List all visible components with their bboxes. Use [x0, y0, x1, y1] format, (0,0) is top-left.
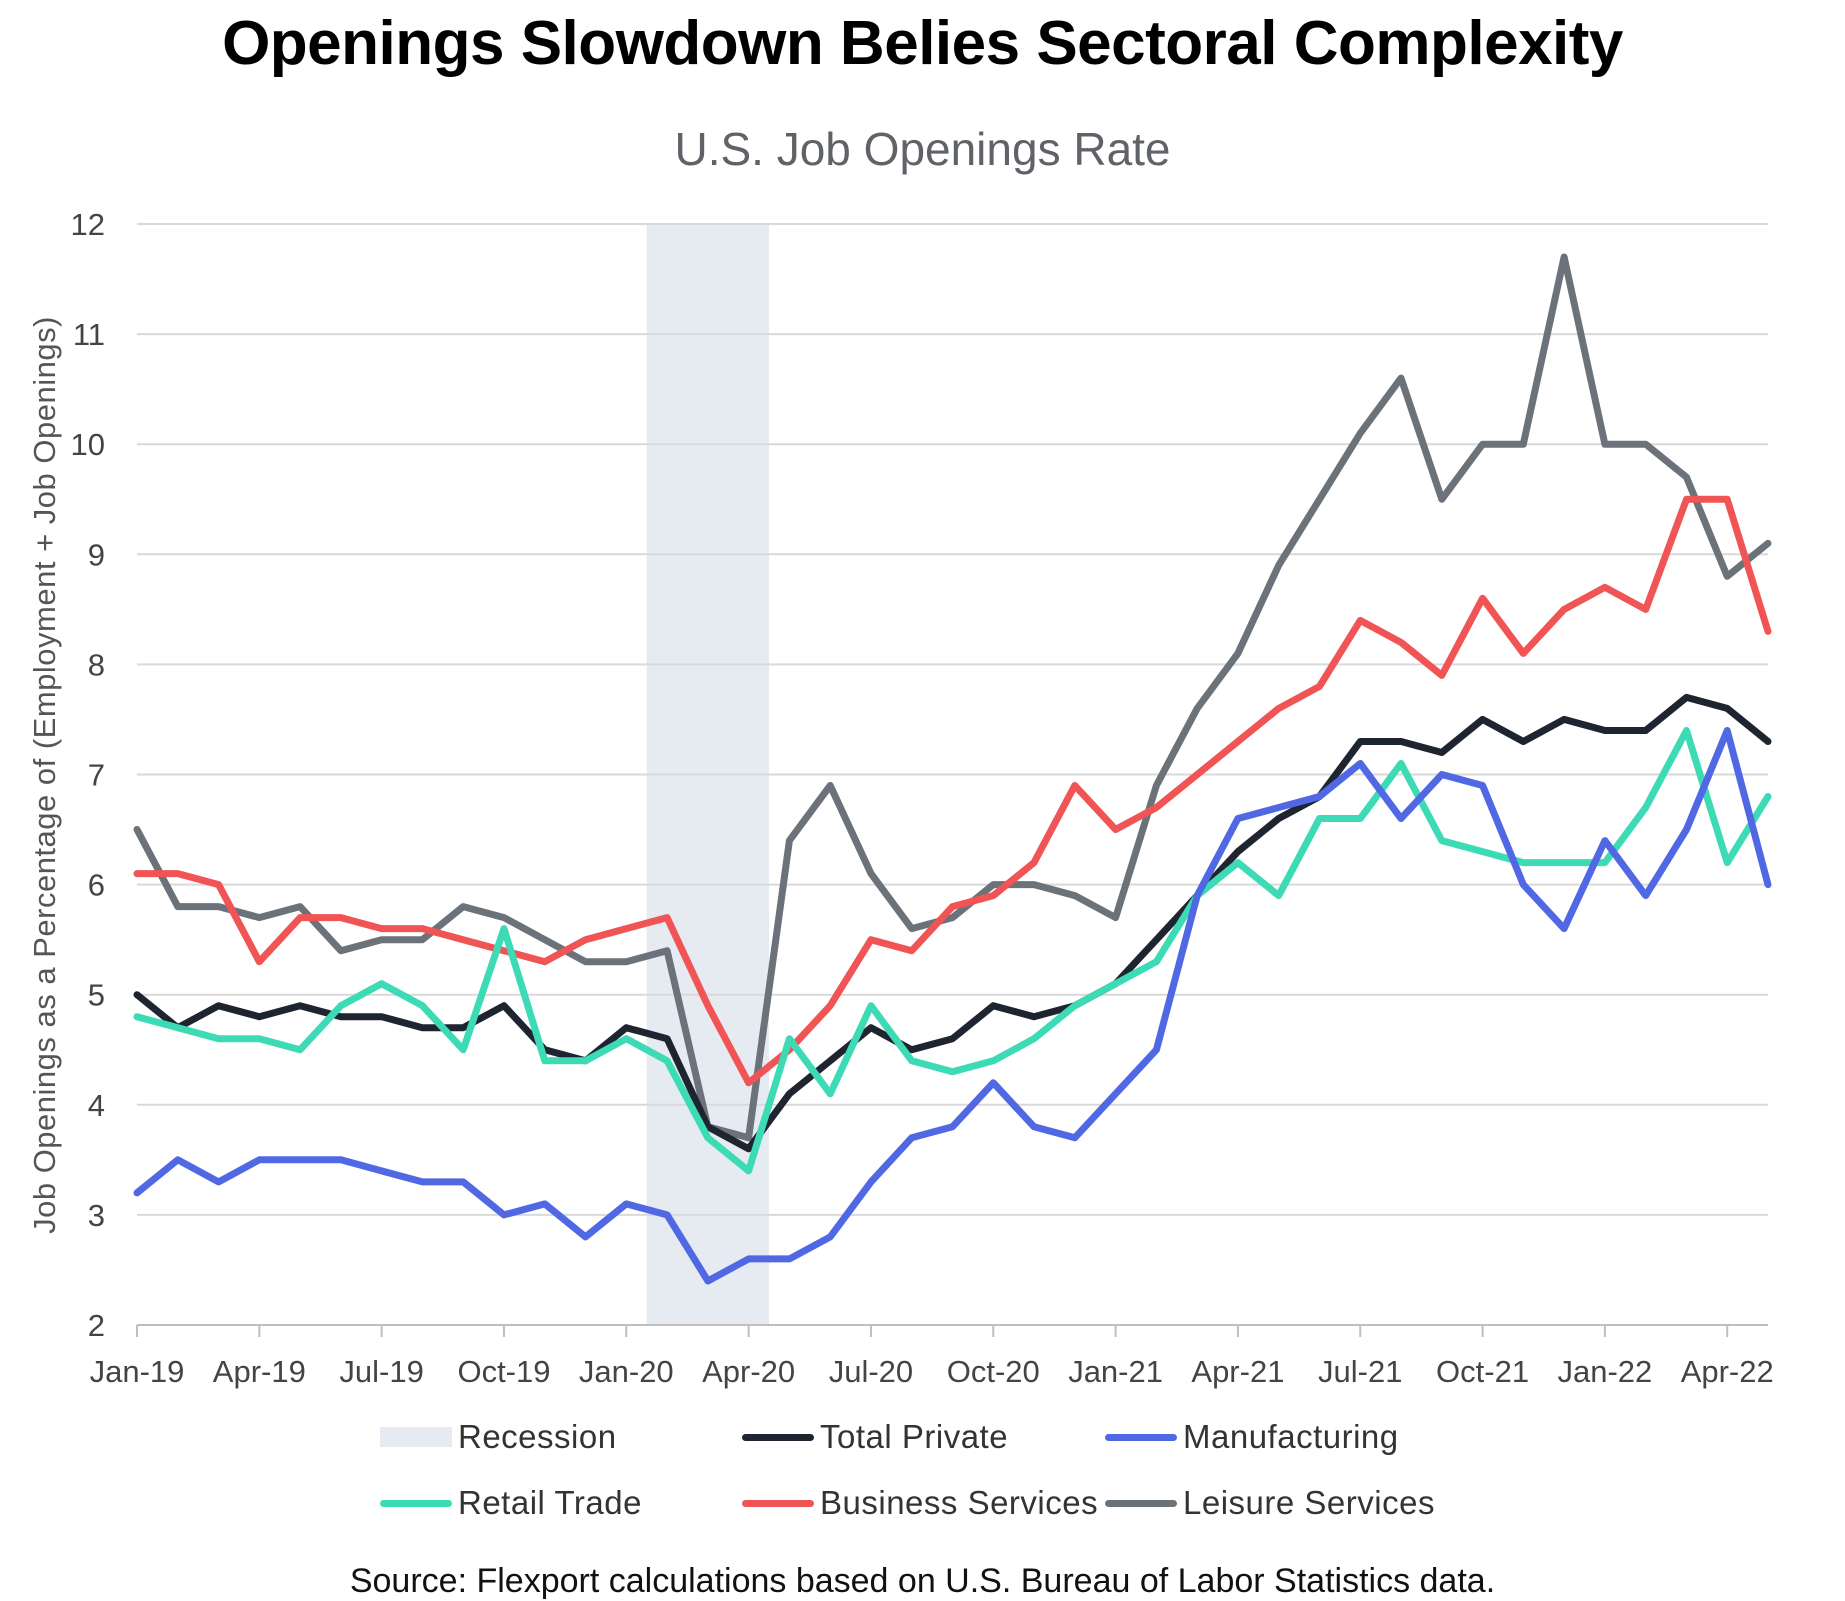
chart-subtitle: U.S. Job Openings Rate: [674, 123, 1171, 175]
x-tick-label: Jan-20: [579, 1354, 674, 1389]
legend-item-recession: Recession: [380, 1415, 617, 1459]
legend-label-manufacturing: Manufacturing: [1183, 1418, 1399, 1455]
gridlines: [137, 223, 1768, 1216]
x-tick-label: Apr-19: [213, 1354, 306, 1389]
y-tick-label: 5: [88, 978, 105, 1013]
series-line-retail-trade: [133, 727, 1772, 1175]
y-tick-label: 4: [88, 1088, 105, 1123]
x-tick-label: Oct-21: [1436, 1354, 1529, 1389]
legend-label-retail-trade: Retail Trade: [458, 1484, 642, 1521]
y-tick-label: 3: [88, 1198, 105, 1233]
x-tick-label: Jul-21: [1318, 1354, 1402, 1389]
x-tick-label: Apr-20: [702, 1354, 795, 1389]
y-tick-label: 8: [88, 647, 105, 682]
legend-swatch-recession: [380, 1427, 452, 1447]
legend-swatch-leisure-services: [1105, 1499, 1177, 1507]
legend-label-leisure-services: Leisure Services: [1183, 1484, 1435, 1521]
source-note: Source: Flexport calculations based on U…: [349, 1562, 1496, 1600]
x-tick-label: Oct-19: [457, 1354, 550, 1389]
y-tick-label: 10: [71, 427, 105, 462]
series-lines: [133, 253, 1772, 1285]
x-tick-label: Oct-20: [947, 1354, 1040, 1389]
x-tick-label: Apr-22: [1681, 1354, 1774, 1389]
y-tick-label: 9: [88, 537, 105, 572]
legend-item-business-services: Business Services: [742, 1481, 1098, 1525]
y-tick-label: 6: [88, 868, 105, 903]
legend-item-manufacturing: Manufacturing: [1105, 1415, 1399, 1459]
legend-item-leisure-services: Leisure Services: [1105, 1481, 1435, 1525]
x-tick-label: Jan-19: [90, 1354, 185, 1389]
legend-label-recession: Recession: [458, 1418, 617, 1455]
legend-swatch-manufacturing: [1105, 1433, 1177, 1441]
x-tick-label: Apr-21: [1191, 1354, 1284, 1389]
legend-item-total-private: Total Private: [742, 1415, 1008, 1459]
series-line-manufacturing: [133, 727, 1772, 1285]
legend-label-total-private: Total Private: [820, 1418, 1009, 1455]
series-line-business-services: [133, 495, 1772, 1087]
x-tick-label: Jul-19: [339, 1354, 423, 1389]
legend-swatch-retail-trade: [380, 1499, 452, 1507]
y-tick-label: 11: [73, 317, 105, 352]
y-tick-label: 12: [71, 207, 105, 242]
legend-swatch-total-private: [742, 1433, 814, 1441]
series-line-leisure-services: [133, 253, 1772, 1142]
y-tick-label: 7: [88, 758, 105, 793]
x-tick-label: Jul-20: [829, 1354, 913, 1389]
legend-swatch-business-services: [742, 1499, 814, 1507]
x-tick-label: Jan-22: [1558, 1354, 1653, 1389]
y-axis-label: Job Openings as a Percentage of (Employm…: [27, 316, 62, 1234]
legend-label-business-services: Business Services: [820, 1484, 1099, 1521]
y-tick-label: 2: [88, 1308, 105, 1343]
series-line-total-private: [133, 693, 1772, 1153]
chart-title: Openings Slowdown Belies Sectoral Comple…: [222, 9, 1623, 78]
axes: 2 3 4 5 6 7 8 9 10 11 12 Jan-19 Apr-19 Jul-19 Oct-19 Ja…: [71, 207, 1774, 1389]
legend-item-retail-trade: Retail Trade: [380, 1481, 642, 1525]
x-tick-label: Jan-21: [1068, 1354, 1163, 1389]
